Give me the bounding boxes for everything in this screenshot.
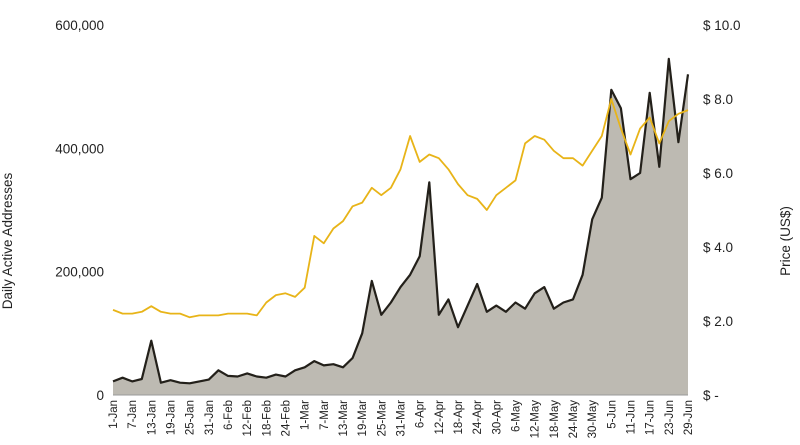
x-tick-label: 5-Jun <box>606 400 618 429</box>
x-tick-label: 12-Apr <box>434 400 446 435</box>
y-tick-label-right: $ 2.0 <box>703 314 733 329</box>
x-tick-label: 24-May <box>568 400 580 439</box>
x-tick-label: 24-Apr <box>472 400 484 435</box>
y-tick-label-left: 200,000 <box>55 265 104 280</box>
x-tick-label: 31-Mar <box>396 400 408 437</box>
y-tick-label-left: 600,000 <box>55 18 104 33</box>
x-tick-label: 25-Jan <box>185 400 197 435</box>
x-tick-label: 17-Jun <box>645 400 657 435</box>
x-tick-label: 11-Jun <box>626 400 638 434</box>
x-tick-label: 30-Apr <box>491 400 503 435</box>
y-axis-title-left: Daily Active Addresses <box>0 172 15 309</box>
series-line-daily-active-addresses <box>112 57 690 385</box>
x-tick-label: 18-May <box>549 400 561 439</box>
x-tick-label: 7-Jan <box>127 400 139 429</box>
x-tick-label: 13-Jan <box>146 400 158 435</box>
x-tick-label: 19-Jan <box>166 400 178 435</box>
y-tick-label-left: 0 <box>96 388 104 403</box>
x-tick-label: 1-Jan <box>108 400 120 429</box>
x-tick-label: 29-Jun <box>683 400 695 435</box>
x-tick-label: 23-Jun <box>664 400 676 435</box>
x-tick-label: 1-Mar <box>300 400 312 430</box>
y-tick-label-right: $ - <box>703 388 719 403</box>
series-line-price <box>112 98 689 319</box>
plot-area <box>112 57 690 396</box>
x-tick-label: 6-Apr <box>415 400 427 428</box>
y-axis-title-right: Price (US$) <box>778 206 793 276</box>
y-tick-label-right: $ 6.0 <box>703 166 733 181</box>
x-tick-label: 6-Feb <box>223 400 235 430</box>
x-tick-label: 19-Mar <box>357 400 369 437</box>
y-tick-label-right: $ 10.0 <box>703 18 741 33</box>
x-tick-label: 25-Mar <box>376 400 388 437</box>
x-tick-label: 30-May <box>587 400 599 439</box>
x-tick-label: 18-Apr <box>453 400 465 435</box>
x-tick-label: 12-May <box>530 400 542 439</box>
x-tick-label: 13-Mar <box>338 400 350 437</box>
x-tick-label: 12-Feb <box>242 400 254 436</box>
y-tick-label-right: $ 4.0 <box>703 240 733 255</box>
x-tick-label: 6-May <box>511 400 523 432</box>
y-tick-label-right: $ 8.0 <box>703 92 733 107</box>
x-tick-label: 7-Mar <box>319 400 331 430</box>
x-tick-label: 24-Feb <box>281 400 293 436</box>
y-tick-label-left: 400,000 <box>55 141 104 156</box>
x-tick-label: 18-Feb <box>261 400 273 436</box>
x-tick-label: 31-Jan <box>204 400 216 435</box>
series-area-daily-active-addresses <box>113 58 688 396</box>
